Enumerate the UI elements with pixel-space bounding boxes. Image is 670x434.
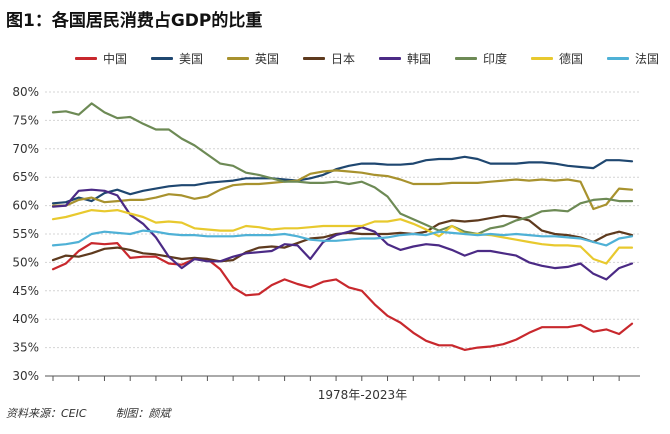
page-title: 图1：各国居民消费占GDP的比重 <box>6 11 263 31</box>
series-line-印度 <box>51 102 634 236</box>
x-axis-label: 1978年-2023年 <box>318 388 407 402</box>
y-tick-label: 30% <box>12 369 39 383</box>
legend-item: 中国 <box>75 50 151 67</box>
legend-label: 印度 <box>483 52 508 66</box>
chart-source: 资料来源：CEIC 制图：颜斌 <box>6 405 171 421</box>
series-line-法国 <box>51 229 634 247</box>
legend-item: 德国 <box>531 50 607 67</box>
legend-label: 中国 <box>103 52 128 66</box>
y-tick-label: 40% <box>12 312 39 326</box>
y-tick-label: 60% <box>12 199 39 213</box>
legend-swatch <box>531 57 553 60</box>
series-line-美国 <box>51 155 634 205</box>
legend-item: 印度 <box>455 50 531 67</box>
source-note: 资料来源：CEIC <box>6 407 87 420</box>
y-tick-label: 80% <box>12 85 39 99</box>
y-tick-label: 35% <box>12 341 39 355</box>
y-tick-label: 75% <box>12 113 39 127</box>
legend-label: 韩国 <box>407 52 432 66</box>
legend-swatch <box>151 57 173 60</box>
author-note: 制图：颜斌 <box>115 407 171 420</box>
legend-item: 美国 <box>151 50 227 67</box>
y-tick-label: 45% <box>12 284 39 298</box>
legend-item: 日本 <box>303 50 379 67</box>
y-tick-label: 50% <box>12 255 39 269</box>
legend-label: 法国 <box>635 52 660 66</box>
y-tick-label: 70% <box>12 142 39 156</box>
series-line-德国 <box>51 209 634 265</box>
legend-item: 韩国 <box>379 50 455 67</box>
legend-swatch <box>607 57 629 60</box>
legend-item: 法国 <box>607 50 670 67</box>
legend-swatch <box>379 57 401 60</box>
legend-label: 日本 <box>331 52 356 66</box>
legend-swatch <box>455 57 477 60</box>
legend-item: 英国 <box>227 50 303 67</box>
legend-label: 英国 <box>255 52 280 66</box>
legend-swatch <box>227 57 249 60</box>
legend-swatch <box>75 57 97 60</box>
series-line-中国 <box>51 242 634 351</box>
legend-swatch <box>303 57 325 60</box>
y-tick-label: 55% <box>12 227 39 241</box>
chart-legend: 中国 美国 英国 日本 韩国 印度 德国 法国 <box>75 50 670 67</box>
legend-label: 德国 <box>559 52 584 66</box>
series-line-英国 <box>51 169 634 211</box>
legend-label: 美国 <box>179 52 204 66</box>
y-tick-label: 65% <box>12 170 39 184</box>
